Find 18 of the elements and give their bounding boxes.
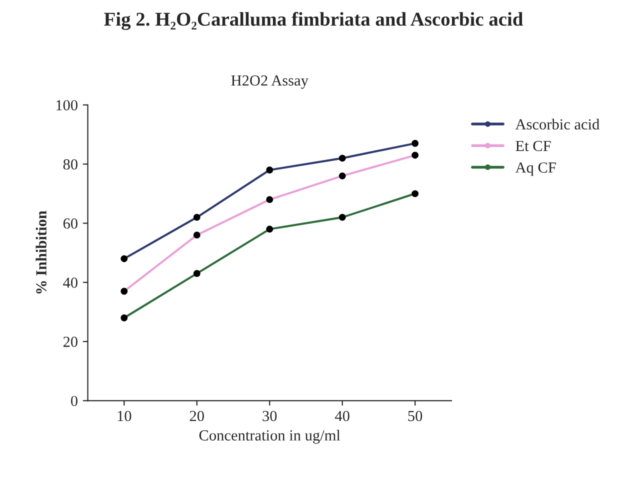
- y-tick-label: 60: [63, 218, 78, 229]
- y-tick-label: 20: [63, 336, 78, 347]
- y-axis-title: % Inhibition: [36, 210, 47, 294]
- legend-label: Ascorbic acid: [515, 118, 600, 130]
- legend-label: Et CF: [516, 140, 551, 152]
- y-tick-label: 100: [56, 100, 78, 110]
- legend-label: Aq CF: [515, 162, 556, 176]
- x-tick-label: 30: [262, 410, 277, 422]
- y-tick-label: 0: [71, 396, 78, 406]
- x-tick-label: 40: [335, 410, 350, 422]
- x-tick-label: 20: [190, 410, 204, 422]
- chart-subtitle: H2O2 Assay: [231, 75, 308, 89]
- y-tick-label: 80: [63, 159, 78, 170]
- x-tick-label: 10: [118, 410, 132, 422]
- x-axis-title: Concentration in ug/ml: [199, 430, 340, 444]
- y-tick-label: 40: [63, 278, 78, 288]
- chart-title: Fig 2. H₂O₂Caralluma fimbriata and Ascorbic acid: [104, 12, 524, 30]
- x-tick-label: 50: [408, 410, 422, 422]
